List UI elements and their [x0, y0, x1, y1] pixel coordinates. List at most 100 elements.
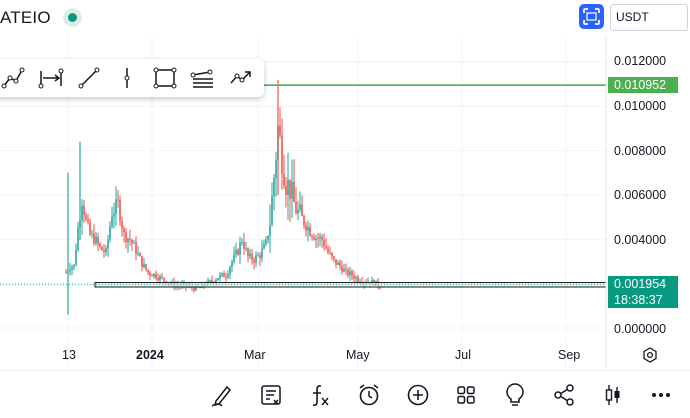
candle-body: [341, 265, 343, 272]
candle-body: [357, 277, 359, 282]
idea-bulb-icon: [506, 383, 524, 406]
candle-body: [371, 279, 373, 284]
candle-body: [305, 225, 307, 231]
candle-body: [231, 261, 233, 268]
candle-body: [121, 221, 123, 229]
candle-body: [323, 239, 325, 247]
candle-body: [311, 235, 313, 238]
candle-body: [313, 237, 315, 240]
candle-body: [249, 253, 251, 257]
candle-body: [131, 239, 133, 244]
candle-body: [335, 259, 337, 265]
candle-body: [233, 254, 235, 262]
candle-body: [283, 174, 285, 186]
indicators-button[interactable]: [306, 381, 334, 409]
path-tool[interactable]: [228, 65, 254, 91]
candle-body: [117, 199, 119, 201]
trend-line-tool[interactable]: [76, 65, 102, 91]
alert-button[interactable]: [355, 381, 383, 409]
ideas-button[interactable]: [501, 381, 529, 409]
candle-body: [101, 246, 103, 251]
candle-body: [115, 199, 117, 214]
price-axis-label: 0.012000: [614, 54, 667, 68]
fullscreen-button[interactable]: [579, 4, 604, 29]
price-chart[interactable]: [0, 36, 690, 368]
candle-body: [125, 232, 127, 243]
candle-body: [251, 253, 253, 261]
candle-body: [285, 185, 287, 195]
fib-retracement-tool-icon: [190, 69, 213, 88]
candle-body: [135, 242, 137, 254]
candle-body: [255, 255, 257, 263]
candle-body: [345, 268, 347, 270]
text-note-icon: [261, 385, 281, 405]
candle-body: [97, 236, 99, 244]
add-icon: [407, 384, 429, 406]
date-range-tool-icon: [38, 68, 64, 89]
bottom-toolbar: [0, 370, 690, 418]
add-button[interactable]: [404, 381, 432, 409]
candle-body: [137, 253, 139, 255]
layout-button[interactable]: [452, 381, 480, 409]
time-axis-label: 13: [62, 348, 76, 362]
rectangle-tool[interactable]: [152, 65, 178, 91]
candle-body: [265, 239, 267, 244]
candle-body: [229, 267, 231, 274]
candle-body: [347, 269, 349, 276]
candle-body: [143, 264, 145, 268]
currency-select[interactable]: USDT: [610, 4, 688, 31]
candle-body: [271, 196, 273, 226]
share-icon: [554, 384, 574, 406]
candle-body: [95, 236, 97, 244]
candle-body: [81, 205, 83, 221]
symbol-name[interactable]: ATEIO: [0, 8, 51, 27]
text-note-button[interactable]: [257, 381, 285, 409]
candle-body: [317, 238, 319, 240]
candle-body: [221, 273, 223, 275]
time-axis-label: Sep: [558, 348, 581, 362]
more-button[interactable]: [647, 381, 675, 409]
candle-body: [327, 248, 329, 253]
time-axis-label: May: [346, 348, 370, 362]
date-range-tool[interactable]: [38, 65, 64, 91]
candle-body: [89, 221, 91, 235]
draw-button[interactable]: [208, 381, 236, 409]
candle-body: [157, 278, 159, 280]
candle-body: [301, 204, 303, 217]
candle-body: [83, 205, 85, 216]
candle-body: [259, 255, 261, 259]
draw-icon: [211, 385, 232, 407]
candle-body: [257, 255, 259, 257]
candle-body: [321, 236, 323, 240]
candle-body: [269, 225, 271, 236]
fib-retracement-tool[interactable]: [190, 65, 216, 91]
price-axis-label: 0.008000: [614, 144, 667, 158]
chart-settings-button[interactable]: [641, 346, 659, 364]
bar-countdown: 18:38:37: [608, 292, 678, 308]
time-axis-label: Mar: [244, 348, 266, 362]
candle-body: [139, 253, 141, 257]
candle-body: [235, 249, 237, 255]
vertical-line-tool[interactable]: [114, 65, 140, 91]
candle-body: [353, 275, 355, 279]
candle-body: [105, 248, 107, 253]
candle-body: [299, 204, 301, 210]
share-button[interactable]: [550, 381, 578, 409]
candle-body: [153, 273, 155, 277]
trend-line-tool-icon: [78, 67, 100, 89]
candle-body: [159, 276, 161, 280]
candle-body: [151, 275, 153, 277]
candle-body: [215, 280, 217, 283]
vertical-line-tool-icon: [124, 68, 130, 88]
candle-body: [247, 248, 249, 257]
candle-body: [351, 271, 353, 276]
chart-type-button[interactable]: [599, 381, 627, 409]
candle-body: [71, 266, 73, 270]
candle-body: [273, 178, 275, 197]
candle-body: [293, 181, 295, 202]
candle-body: [295, 201, 297, 214]
chart-canvas[interactable]: [0, 36, 690, 368]
candle-body: [211, 280, 213, 282]
candle-body: [217, 278, 219, 281]
polyline-tool[interactable]: [0, 65, 26, 91]
